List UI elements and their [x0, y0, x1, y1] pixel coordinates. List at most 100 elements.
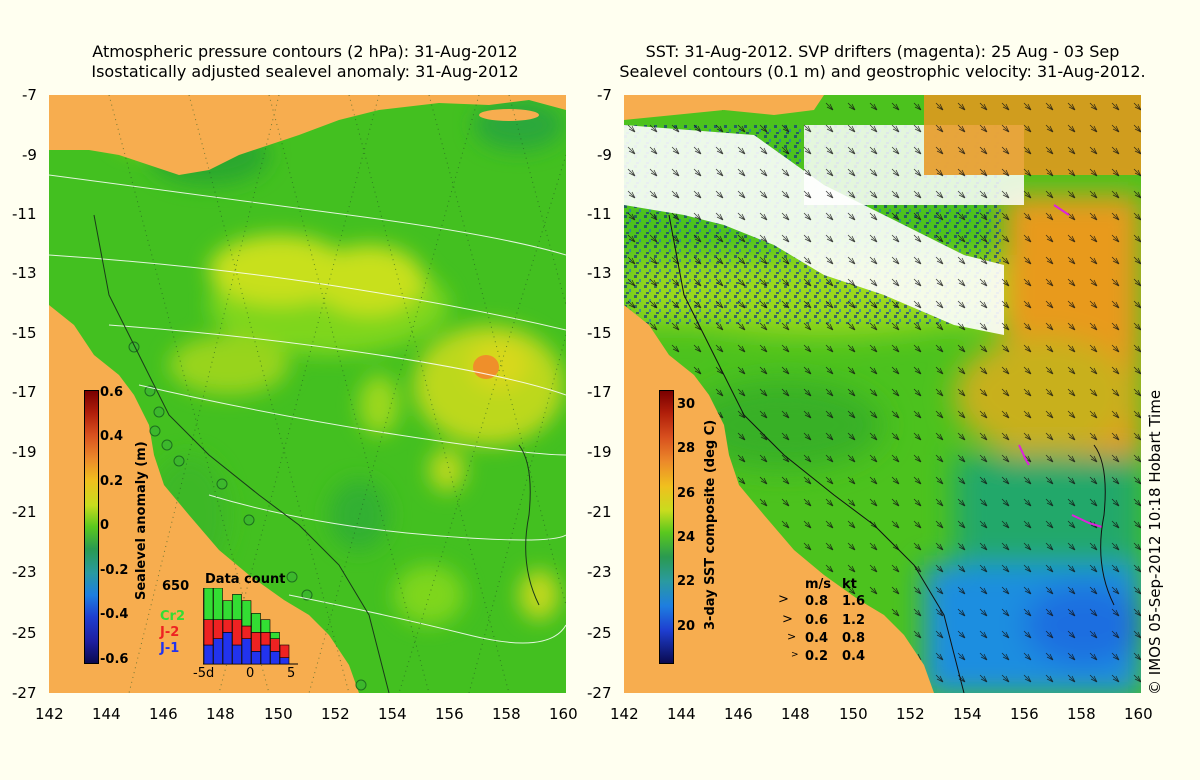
- mission-cr2: Cr2: [160, 609, 185, 624]
- legend-arrow-icon: >: [782, 612, 793, 627]
- sealevel-anomaly-map[interactable]: [49, 95, 566, 693]
- cb-tick: 28: [677, 441, 696, 456]
- lon-tick: 156: [435, 705, 464, 723]
- data-count-bar: [241, 600, 252, 627]
- lon-tick: 158: [492, 705, 521, 723]
- lon-tick: 154: [378, 705, 407, 723]
- data-count-max: 650: [162, 579, 190, 594]
- data-count-bar: [270, 651, 280, 665]
- drifter-track-2: [1071, 514, 1103, 528]
- legend-arrow-icon: >: [787, 630, 797, 643]
- cb-tick: -0.2: [100, 563, 129, 578]
- lat-tick: -17: [12, 383, 37, 401]
- sealevel-colorbar: [84, 390, 99, 664]
- data-count-bar: [251, 613, 261, 633]
- sealevel-contour: [668, 214, 965, 693]
- lat-tick: -13: [12, 264, 37, 282]
- lat-tick: -23: [12, 563, 37, 581]
- lon-tick: 144: [667, 705, 696, 723]
- lat-tick: -9: [22, 146, 37, 164]
- legend-header-kt: kt: [842, 577, 857, 592]
- legend-kt: 0.4: [842, 649, 866, 664]
- data-count-bar: [213, 619, 223, 639]
- cb-tick: 0.4: [100, 429, 124, 444]
- lat-tick: -27: [12, 684, 37, 702]
- sealevel-colorbar-label: Sealevel anomaly (m): [134, 441, 149, 600]
- data-count-bar: [270, 638, 280, 652]
- lon-tick: 154: [953, 705, 982, 723]
- lat-tick: -21: [12, 503, 37, 521]
- reef-outline-2: [518, 444, 540, 606]
- sst-colorbar: [659, 390, 674, 664]
- left-title-line2: Isostatically adjusted sealevel anomaly:…: [91, 62, 519, 81]
- data-count-bar: [222, 600, 233, 620]
- lat-tick: -17: [587, 383, 612, 401]
- data-count-bar: [251, 632, 261, 652]
- data-count-bar: [232, 594, 242, 620]
- cb-tick: 22: [677, 574, 696, 589]
- lat-tick: -11: [12, 205, 37, 223]
- lat-tick: -19: [12, 443, 37, 461]
- australia-land-sst: [624, 305, 934, 693]
- legend-kt: 1.2: [842, 613, 866, 628]
- legend-ms: 0.2: [805, 649, 829, 664]
- lon-tick: 158: [1067, 705, 1096, 723]
- data-count-bar: [251, 651, 261, 665]
- right-map-title: SST: 31-Aug-2012. SVP drifters (magenta)…: [610, 42, 1155, 82]
- right-title-line1: SST: 31-Aug-2012. SVP drifters (magenta)…: [645, 42, 1120, 61]
- data-count-bar: [203, 644, 214, 665]
- imos-watermark: © IMOS 05-Sep-2012 10:18 Hobart Time: [1146, 389, 1164, 695]
- lat-tick: -21: [587, 503, 612, 521]
- cb-tick: 0.6: [100, 385, 124, 400]
- legend-ms: 0.8: [805, 594, 829, 609]
- lat-tick: -23: [587, 563, 612, 581]
- cb-tick: 26: [677, 486, 696, 501]
- left-title-line1: Atmospheric pressure contours (2 hPa): 3…: [92, 42, 518, 61]
- drifter-track-1: [1018, 444, 1030, 466]
- sealevel-contour-2: [1093, 444, 1115, 606]
- cb-tick: 0.2: [100, 474, 124, 489]
- legend-kt: 0.8: [842, 631, 866, 646]
- data-count-bar: [260, 632, 271, 646]
- cb-tick: 0: [100, 518, 110, 533]
- data-count-bar: [260, 644, 271, 665]
- drifter-track-3: [1053, 204, 1070, 216]
- lat-tick: -25: [587, 624, 612, 642]
- data-count-bar: [222, 632, 233, 665]
- data-count-title: Data count: [205, 572, 286, 587]
- lon-tick: 142: [610, 705, 639, 723]
- cb-tick: 20: [677, 619, 696, 634]
- lat-tick: -11: [587, 205, 612, 223]
- mission-j1: J-1: [160, 641, 180, 656]
- lon-tick: 150: [839, 705, 868, 723]
- dc-xtick: -5d: [193, 666, 215, 681]
- data-count-bar: [270, 632, 280, 639]
- data-count-bar: [213, 588, 223, 620]
- lon-tick: 160: [1124, 705, 1153, 723]
- data-count-bar: [279, 657, 290, 665]
- lon-tick: 148: [781, 705, 810, 723]
- lon-tick: 148: [206, 705, 235, 723]
- mission-j2: J-2: [160, 625, 180, 640]
- lon-tick: 142: [35, 705, 64, 723]
- sst-map[interactable]: [624, 95, 1141, 693]
- lon-tick: 152: [896, 705, 925, 723]
- data-count-bar: [241, 625, 252, 639]
- lon-tick: 160: [549, 705, 578, 723]
- pressure-contours: [49, 174, 566, 644]
- sealevel-anomaly-field: [49, 95, 566, 693]
- new-guinea-land: [49, 95, 566, 175]
- left-map-title: Atmospheric pressure contours (2 hPa): 3…: [70, 42, 540, 82]
- cb-tick: 24: [677, 530, 696, 545]
- data-count-bar: [203, 619, 214, 646]
- lat-tick: -9: [597, 146, 612, 164]
- data-count-bar: [213, 638, 223, 665]
- data-count-bar: [279, 644, 290, 658]
- lat-tick: -7: [22, 86, 37, 104]
- sst-colorbar-label: 3-day SST composite (deg C): [703, 419, 718, 630]
- lon-tick: 150: [264, 705, 293, 723]
- dc-xtick: 5: [287, 666, 296, 681]
- lat-tick: -15: [587, 324, 612, 342]
- lat-tick: -19: [587, 443, 612, 461]
- cb-tick: -0.4: [100, 607, 129, 622]
